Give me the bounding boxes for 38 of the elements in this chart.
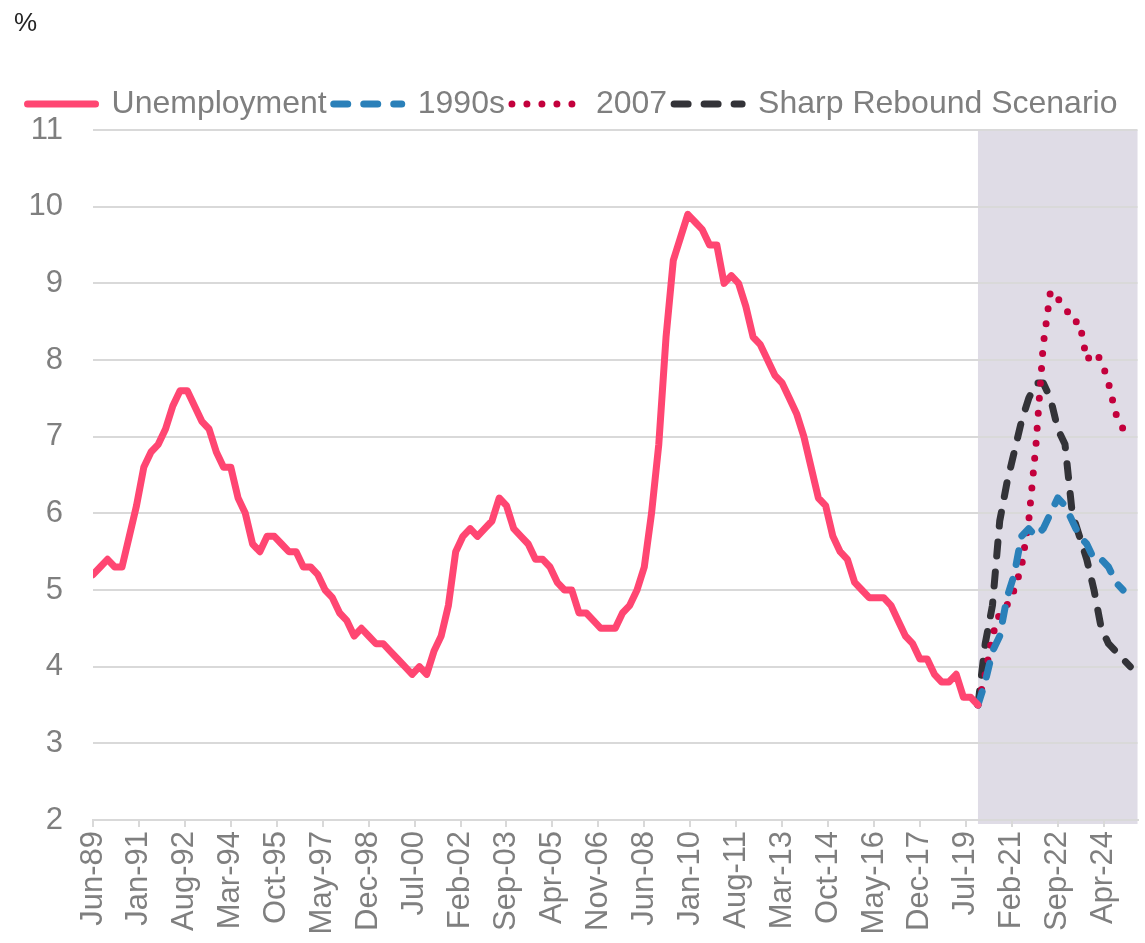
y-tick-label: 4: [45, 647, 63, 683]
y-tick-label: 9: [45, 263, 63, 299]
x-tick-label: Oct-14: [808, 831, 844, 925]
x-tick-label: Feb-21: [992, 831, 1028, 930]
x-tick-label: Apr-24: [1084, 831, 1120, 925]
x-tick-label: Jan-91: [119, 831, 155, 926]
x-tick-label: Apr-05: [532, 831, 568, 925]
x-tick-label: Sep-22: [1038, 831, 1074, 931]
y-tick-label: 2: [45, 800, 63, 836]
y-tick-label: 5: [45, 570, 63, 606]
legend-label: Unemployment: [111, 83, 327, 120]
y-tick-label: 6: [45, 493, 63, 529]
legend-label: 1990s: [417, 83, 505, 120]
legend-label: 2007: [595, 83, 668, 120]
x-tick-label: Jan-10: [670, 831, 706, 926]
x-tick-label: May-16: [854, 831, 890, 935]
y-tick-label: 7: [45, 417, 63, 453]
y-tick-label: 10: [28, 187, 63, 223]
x-tick-label: Jul-19: [946, 831, 982, 916]
x-tick-label: Mar-94: [211, 831, 247, 930]
x-tick-label: May-97: [303, 831, 339, 935]
x-tick-label: Feb-02: [441, 831, 477, 930]
x-tick-label: Jun-08: [624, 831, 660, 926]
x-tick-label: Jun-89: [73, 831, 109, 926]
x-tick-label: Sep-03: [487, 831, 523, 931]
x-tick-label: Jul-00: [395, 831, 431, 916]
y-tick-label: 11: [30, 110, 63, 146]
x-tick-label: Aug-11: [716, 831, 752, 929]
x-tick-label: Mar-13: [762, 831, 798, 930]
legend-label: Sharp Rebound Scenario: [758, 83, 1118, 120]
y-tick-label: 8: [45, 340, 63, 376]
x-tick-label: Aug-92: [165, 831, 201, 931]
y-axis-title: %: [14, 7, 38, 37]
y-tick-label: 3: [45, 723, 63, 759]
x-tick-label: Dec-17: [900, 831, 936, 931]
x-tick-label: Nov-06: [578, 831, 614, 931]
x-tick-label: Oct-95: [257, 831, 293, 925]
x-tick-label: Dec-98: [349, 831, 385, 931]
